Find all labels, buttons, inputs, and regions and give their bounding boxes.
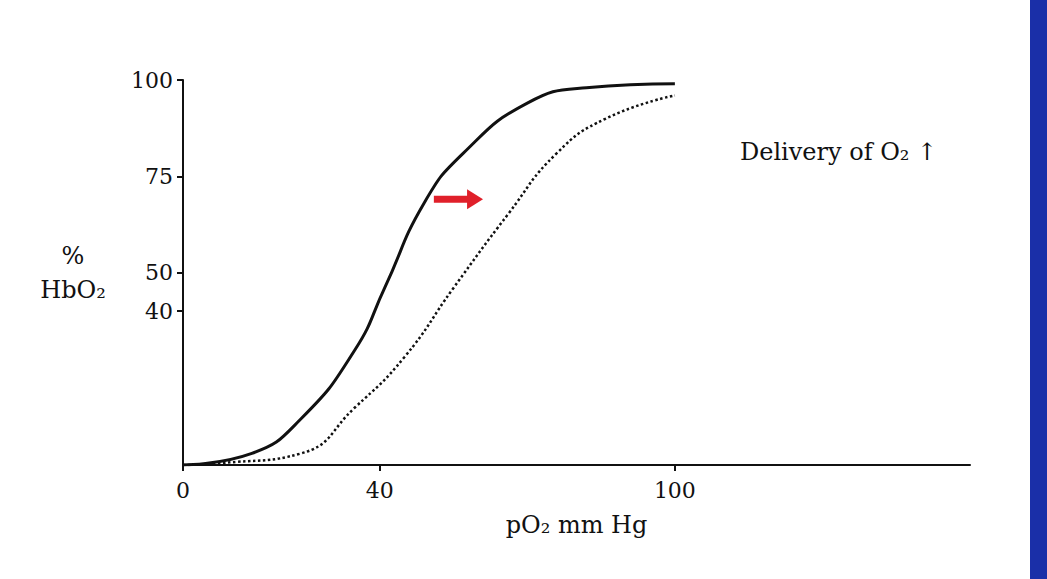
svg-text:pO₂ mm Hg: pO₂ mm Hg [506,511,648,539]
svg-text:40: 40 [145,299,173,324]
svg-text:0: 0 [176,478,190,503]
svg-text:100: 100 [654,478,696,503]
svg-text:HbO₂: HbO₂ [40,276,106,304]
svg-text:%: % [62,242,85,270]
svg-text:Delivery of O₂ ↑: Delivery of O₂ ↑ [740,138,937,166]
svg-text:75: 75 [145,164,173,189]
svg-text:50: 50 [145,260,173,285]
svg-text:100: 100 [131,68,173,93]
svg-text:40: 40 [366,478,394,503]
